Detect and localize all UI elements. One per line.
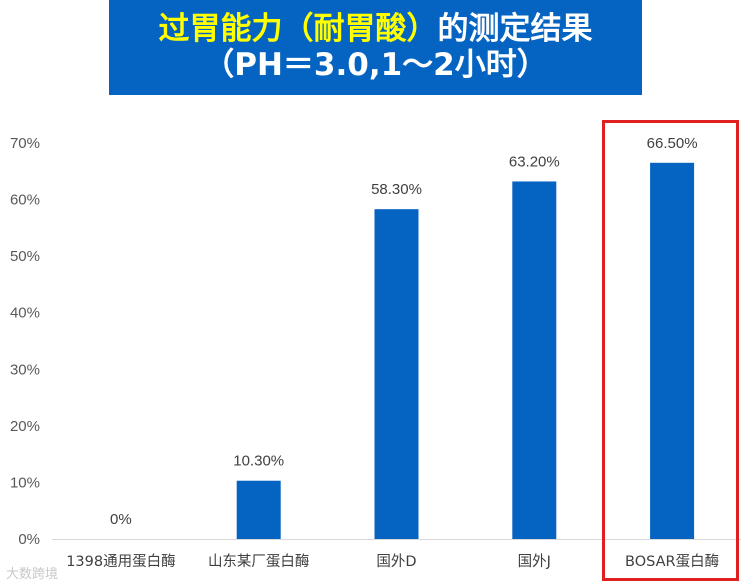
y-tick-label: 0% (18, 531, 40, 548)
y-tick-label: 20% (10, 418, 40, 435)
title-highlight: 过胃能力（耐胃酸） (158, 10, 438, 47)
title-line-1: 过胃能力（耐胃酸）的测定结果 (158, 10, 593, 48)
category-label: 山东某厂蛋白酶 (208, 553, 310, 570)
data-label: 58.30% (371, 181, 422, 198)
data-label: 63.20% (509, 153, 560, 170)
highlight-box (602, 120, 739, 581)
title-rest: 的测定结果 (437, 10, 593, 47)
y-tick-label: 30% (10, 361, 40, 378)
data-label: 10.30% (233, 453, 284, 470)
category-label: 国外J (518, 553, 551, 570)
y-tick-label: 70% (10, 135, 40, 152)
data-label: 66.50% (647, 135, 698, 152)
y-tick-label: 40% (10, 305, 40, 322)
bar-4 (650, 162, 695, 540)
category-label: 国外D (376, 553, 416, 570)
watermark: 大数跨境 (6, 567, 59, 582)
chart-title: 过胃能力（耐胃酸）的测定结果 （PH＝3.0,1～2小时） (109, 0, 642, 95)
category-label: 1398通用蛋白酶 (66, 553, 175, 570)
y-tick-label: 10% (10, 474, 40, 491)
bar-1 (236, 480, 281, 539)
bar-3 (512, 181, 557, 539)
title-line-2: （PH＝3.0,1～2小时） (203, 46, 548, 83)
data-label: 0% (110, 511, 132, 528)
y-tick-label: 60% (10, 192, 40, 209)
y-tick-label: 50% (10, 248, 40, 265)
category-label: BOSAR蛋白酶 (625, 553, 719, 570)
bar-2 (374, 209, 419, 539)
